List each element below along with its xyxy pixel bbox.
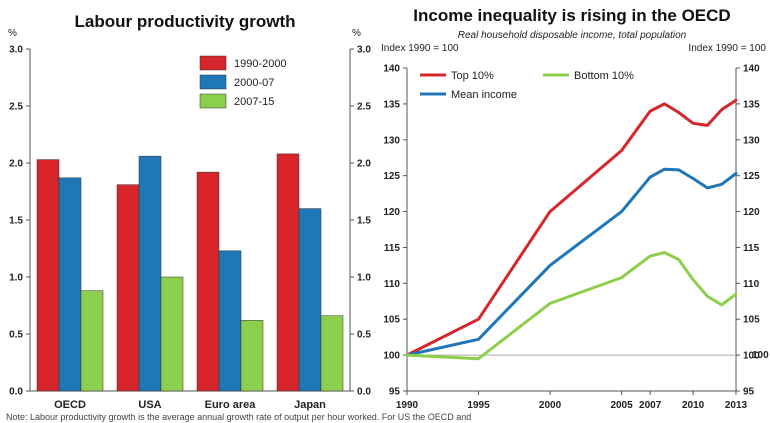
- line-x-tick-label: 1995: [467, 400, 490, 411]
- bar-right-tick-label: 2.0: [357, 159, 371, 170]
- line-left-tick-label: 110: [384, 279, 401, 290]
- line-x-tick-label: 2013: [725, 400, 748, 411]
- line-chart-series: [405, 98, 738, 361]
- bar-category-label: USA: [138, 399, 161, 411]
- line-left-axis-label: Index 1990 = 100: [381, 43, 459, 54]
- bar-chart-title: Labour productivity growth: [75, 12, 296, 31]
- bar-legend-label: 2007-15: [234, 96, 274, 108]
- line-legend-label: Mean income: [451, 89, 517, 101]
- line-chart-title: Income inequality is rising in the OECD: [413, 6, 730, 25]
- line-right-tick-label: 130: [743, 135, 760, 146]
- bar-right-tick-label: 2.5: [357, 102, 371, 113]
- bar-left-unit: %: [8, 28, 17, 39]
- bar-right-tick-label: 0.0: [357, 387, 371, 398]
- line-right-tick-label: 120: [743, 207, 760, 218]
- line-right-edge-label: 100: [752, 350, 769, 361]
- line-left-tick-label: 100: [383, 351, 400, 362]
- bar: [58, 177, 82, 392]
- bar-legend-swatch: [199, 74, 227, 90]
- line-left-tick-label: 115: [384, 243, 401, 254]
- bar-chart-axes: 0.0 0.0 0.5 0.5 1.0 1.0 1.5 1.5 2.0 2.0 2.5 2.5 3.0 3…: [9, 45, 371, 412]
- line-right-tick-label: 140: [743, 64, 760, 75]
- line-x-tick-label: 2007: [639, 400, 662, 411]
- bar-chart-bars: [36, 153, 344, 392]
- line-right-tick-label: 115: [743, 243, 760, 254]
- line-chart-axes: 95 95 100 100 105 105 110 110 115 115 120 120 125 125…: [383, 64, 760, 412]
- bar-category-label: OECD: [54, 399, 86, 411]
- line-right-tick-label: 105: [743, 315, 760, 326]
- bar-legend-swatch: [199, 93, 227, 109]
- bar-left-tick-label: 2.5: [9, 102, 23, 113]
- bar-category-label: Euro area: [205, 399, 257, 411]
- bar: [138, 155, 162, 392]
- bar-left-tick-label: 1.0: [9, 273, 23, 284]
- bar: [196, 171, 220, 392]
- bar-right-tick-label: 1.0: [357, 273, 371, 284]
- bar: [320, 315, 344, 392]
- bar: [298, 208, 322, 392]
- bar: [36, 159, 60, 392]
- line-left-tick-label: 120: [383, 207, 400, 218]
- bar-category-label: Japan: [294, 399, 326, 411]
- footnote: Note: Labour productivity growth is the …: [6, 412, 471, 422]
- bar-left-tick-label: 0.5: [9, 330, 23, 341]
- bar-left-tick-label: 1.5: [9, 216, 23, 227]
- bar-right-unit: %: [352, 28, 361, 39]
- line-right-tick-label: 125: [743, 171, 760, 182]
- line-x-tick-label: 2010: [682, 400, 705, 411]
- line-right-tick-label: 100: [743, 351, 760, 362]
- line-x-tick-label: 1990: [396, 400, 419, 411]
- bar-left-tick-label: 3.0: [9, 45, 23, 56]
- line-left-tick-label: 130: [383, 135, 400, 146]
- line-left-tick-label: 105: [383, 315, 400, 326]
- bar-right-tick-label: 3.0: [357, 45, 371, 56]
- bar: [240, 320, 264, 392]
- line-legend-label: Bottom 10%: [574, 70, 634, 82]
- bar-legend-label: 1990-2000: [234, 58, 287, 70]
- bar: [218, 250, 242, 392]
- bar: [276, 153, 300, 392]
- line-right-tick-label: 135: [743, 99, 760, 110]
- line-series-path: [405, 98, 738, 357]
- bar-left-tick-label: 0.0: [9, 387, 23, 398]
- line-right-tick-label: 95: [743, 387, 755, 398]
- line-x-tick-label: 2000: [539, 400, 562, 411]
- bar-legend-label: 2000-07: [234, 77, 274, 89]
- bar-left-tick-label: 2.0: [9, 159, 23, 170]
- bar-chart-legend: 1990-2000 2000-07 2007-15: [199, 55, 287, 109]
- line-chart-legend: Top 10% Mean income Bottom 10%: [420, 70, 634, 101]
- bar: [160, 276, 184, 392]
- line-legend-label: Top 10%: [451, 70, 494, 82]
- line-chart-subtitle: Real household disposable income, total …: [458, 30, 687, 41]
- bar-right-tick-label: 1.5: [357, 216, 371, 227]
- line-left-tick-label: 140: [383, 64, 400, 75]
- bar: [116, 184, 140, 392]
- line-left-tick-label: 135: [383, 99, 400, 110]
- line-left-tick-label: 125: [383, 171, 400, 182]
- line-left-tick-label: 95: [389, 387, 401, 398]
- line-series-path: [405, 251, 738, 361]
- line-right-tick-label: 110: [743, 279, 760, 290]
- line-right-axis-label: Index 1990 = 100: [688, 43, 766, 54]
- line-x-tick-label: 2005: [610, 400, 633, 411]
- bar-right-tick-label: 0.5: [357, 330, 371, 341]
- bar: [80, 290, 104, 392]
- line-series-path: [405, 167, 738, 357]
- bar-legend-swatch: [199, 55, 227, 71]
